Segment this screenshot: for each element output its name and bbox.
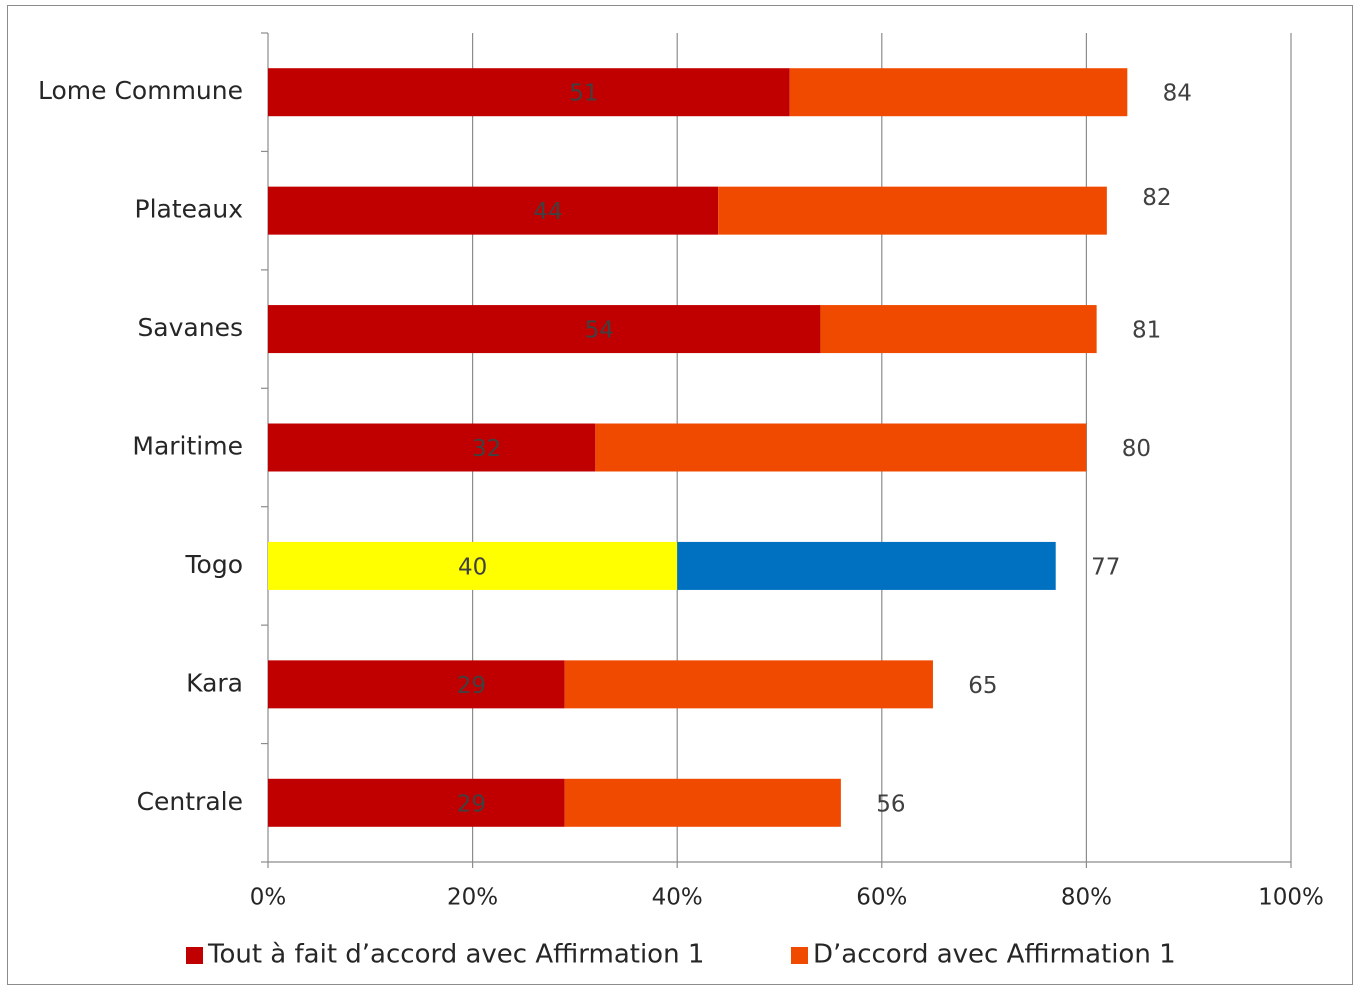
- data-label: 29: [457, 673, 486, 699]
- bar-segment: [268, 423, 596, 472]
- total-label: 80: [1122, 436, 1151, 462]
- bar-segment: [268, 305, 821, 354]
- total-label: 56: [876, 791, 905, 817]
- x-tick-label: 40%: [652, 885, 703, 911]
- bar-segment: [268, 660, 565, 709]
- bar-segment: [268, 186, 719, 235]
- legend-swatch: [186, 947, 203, 964]
- category-label: Togo: [185, 550, 243, 579]
- total-label: 65: [968, 673, 997, 699]
- x-tick-label: 60%: [856, 885, 907, 911]
- bar-segment: [268, 778, 565, 827]
- bar-segment: [595, 423, 1087, 472]
- total-label: 84: [1163, 81, 1192, 107]
- data-label: 54: [585, 318, 614, 344]
- data-label: 29: [457, 791, 486, 817]
- bar-segment: [268, 541, 678, 590]
- category-label: Savanes: [137, 313, 243, 342]
- total-label: 77: [1091, 554, 1120, 580]
- total-label: 82: [1142, 185, 1171, 211]
- total-label: 81: [1132, 318, 1161, 344]
- legend-label: Tout à fait d’accord avec Affirmation 1: [207, 940, 704, 970]
- category-label: Kara: [186, 668, 243, 697]
- data-label: 32: [472, 436, 501, 462]
- data-label: 51: [569, 81, 598, 107]
- bar-segment: [677, 541, 1056, 590]
- x-tick-label: 80%: [1061, 885, 1112, 911]
- category-label: Centrale: [137, 787, 243, 816]
- category-label: Maritime: [132, 432, 243, 461]
- bar-segment: [820, 305, 1097, 354]
- x-tick-label: 100%: [1258, 885, 1324, 911]
- x-tick-label: 0%: [250, 885, 287, 911]
- data-label: 40: [458, 554, 487, 580]
- bar-segment: [718, 186, 1107, 235]
- category-label: Plateaux: [135, 195, 243, 224]
- x-tick-label: 20%: [447, 885, 498, 911]
- bar-segment: [268, 68, 790, 117]
- category-label: Lome Commune: [38, 76, 243, 105]
- legend-label: D’accord avec Affirmation 1: [813, 940, 1176, 970]
- bar-segment: [564, 778, 841, 827]
- bar-segment: [564, 660, 933, 709]
- legend-swatch: [791, 947, 808, 964]
- data-label: 44: [533, 199, 562, 225]
- bar-segment: [789, 68, 1128, 117]
